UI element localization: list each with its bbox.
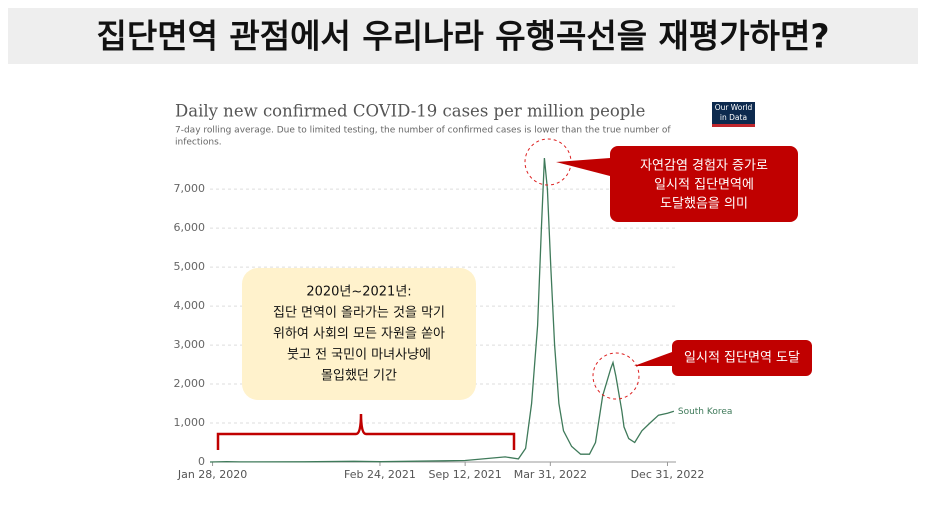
highlight-circle — [592, 352, 640, 400]
header-band — [8, 8, 918, 64]
chart-title: Daily new confirmed COVID-19 cases per m… — [175, 102, 645, 121]
callout-text: 도달했음을 의미 — [660, 196, 748, 212]
logo-text: in Data — [720, 113, 747, 122]
chart-subtitle: 7-day rolling average. Due to limited te… — [175, 126, 671, 136]
y-tick-label: 1,000 — [174, 416, 206, 429]
line — [209, 157, 675, 463]
note-text: 2020년~2021년: — [306, 285, 411, 300]
header-title: 집단면역 관점에서 우리나라 유행곡선을 재평가하면? — [96, 17, 829, 56]
series-label: South Korea — [678, 407, 733, 417]
x-tick-label: Dec 31, 2022 — [631, 468, 705, 481]
plot: 0 1,000 2,000 3,000 4,000 5,000 6,000 7,000 Jan … — [174, 157, 733, 481]
x-tick-label: Feb 24, 2021 — [344, 468, 416, 481]
callout-pointer — [556, 158, 610, 176]
y-tick-label: 6,000 — [174, 221, 206, 234]
callout-text: 일시적 집단면역 도달 — [684, 351, 800, 366]
note-box — [242, 268, 476, 400]
chart-subtitle: infections. — [175, 138, 222, 148]
y-tick-label: 2,000 — [174, 377, 206, 390]
callout-pointer — [634, 352, 672, 366]
callout-box — [672, 340, 812, 376]
callout-box — [610, 146, 798, 222]
y-tick-label: 7,000 — [174, 182, 206, 195]
note-text: 집단 면역이 올라가는 것을 막기 — [273, 306, 445, 321]
x-tick-label: Jan 28, 2020 — [177, 468, 247, 481]
note-text: 몰입했던 기간 — [321, 368, 397, 384]
callout-text: 자연감염 경험자 증가로 — [640, 159, 768, 174]
y-tick-label: 0 — [198, 455, 205, 468]
y-tick-label: 4,000 — [174, 299, 206, 312]
period-bracket — [216, 413, 516, 450]
x-tick-label: Sep 12, 2021 — [429, 468, 502, 481]
logo-box — [712, 102, 755, 124]
note-text: 위하여 사회의 모든 자원을 쏟아 — [273, 327, 445, 342]
note-text: 붓고 전 국민이 마녀사냥에 — [287, 348, 431, 363]
y-tick-label: 5,000 — [174, 260, 206, 273]
logo-bar — [712, 124, 755, 127]
y-tick-label: 3,000 — [174, 338, 206, 351]
logo-text: Our World — [715, 103, 753, 112]
x-tick-label: Mar 31, 2022 — [514, 468, 587, 481]
callout-text: 일시적 집단면역에 — [654, 178, 754, 193]
